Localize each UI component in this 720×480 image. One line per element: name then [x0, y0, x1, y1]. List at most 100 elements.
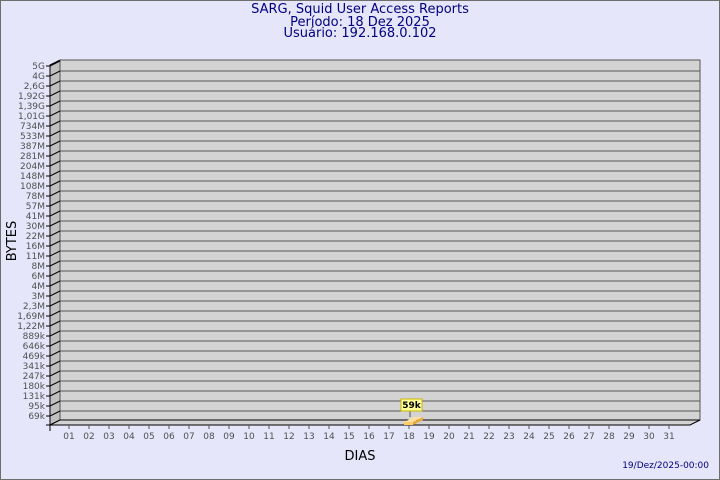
x-tick-label: 24 — [523, 432, 535, 442]
y-tick-label: 204M — [20, 162, 45, 172]
y-tick-diagonal — [49, 330, 61, 337]
x-tick-label: 13 — [303, 432, 314, 442]
y-tick-diagonal — [49, 370, 61, 377]
y-tick-label: 3M — [32, 292, 46, 302]
y-tick-diagonal — [49, 160, 61, 167]
y-tick-diagonal — [49, 70, 61, 77]
y-tick-label: 180k — [23, 382, 46, 392]
y-tick-diagonal — [49, 230, 61, 237]
generated-timestamp: 19/Dez/2025-00:00 — [622, 461, 709, 471]
y-tick-diagonal — [49, 300, 61, 307]
back-wall — [59, 59, 701, 421]
y-tick-label: 95k — [28, 402, 45, 412]
chart-title: SARG, Squid User Access Reports — [251, 2, 469, 17]
x-tick-label: 31 — [663, 432, 674, 442]
x-tick-label: 02 — [83, 432, 94, 442]
bar — [404, 422, 413, 425]
y-tick-label: 41M — [26, 212, 45, 222]
y-tick-label: 16M — [26, 242, 45, 252]
x-tick-label: 03 — [103, 432, 114, 442]
x-tick-label: 05 — [143, 432, 154, 442]
y-tick-diagonal — [49, 170, 61, 177]
y-tick-label: 4M — [32, 282, 46, 292]
x-tick-label: 23 — [503, 432, 514, 442]
x-tick-label: 26 — [563, 432, 575, 442]
y-tick-diagonal — [49, 290, 61, 297]
y-tick-label: 4G — [32, 72, 45, 82]
x-tick-label: 07 — [183, 432, 194, 442]
y-tick-label: 78M — [26, 192, 45, 202]
y-tick-diagonal — [49, 390, 61, 397]
x-tick-label: 27 — [583, 432, 594, 442]
y-tick-label: 1,22M — [17, 322, 45, 332]
y-tick-diagonal — [49, 190, 61, 197]
x-tick-label: 08 — [203, 432, 215, 442]
y-tick-diagonal — [49, 90, 61, 97]
x-tick-label: 11 — [263, 432, 274, 442]
y-tick-label: 30M — [26, 222, 45, 232]
x-tick-label: 12 — [283, 432, 294, 442]
y-tick-diagonal — [49, 240, 61, 247]
y-tick-label: 2,6G — [24, 82, 45, 92]
y-tick-diagonal — [49, 410, 61, 417]
bar-top — [404, 417, 423, 422]
y-tick-diagonal — [49, 340, 61, 347]
y-tick-diagonal — [49, 380, 61, 387]
y-tick-diagonal — [49, 150, 61, 157]
y-tick-label: 57M — [26, 202, 45, 212]
x-tick-label: 09 — [223, 432, 235, 442]
y-tick-label: 148M — [20, 172, 45, 182]
y-tick-diagonal — [49, 110, 61, 117]
y-tick-label: 5G — [32, 62, 45, 72]
x-tick-label: 04 — [123, 432, 135, 442]
y-tick-label: 2,3M — [23, 302, 45, 312]
y-tick-diagonal — [49, 80, 61, 87]
y-tick-diagonal — [49, 270, 61, 277]
data-label-box — [400, 398, 423, 412]
y-tick-label: 131k — [23, 392, 46, 402]
y-tick-diagonal — [49, 320, 61, 327]
y-tick-label: 889k — [23, 332, 46, 342]
y-tick-label: 1,69M — [17, 312, 45, 322]
y-tick-diagonal — [49, 180, 61, 187]
y-tick-label: 22M — [26, 232, 45, 242]
y-tick-diagonal — [49, 210, 61, 217]
x-tick-label: 14 — [323, 432, 335, 442]
x-tick-label: 06 — [163, 432, 175, 442]
y-tick-diagonal — [49, 220, 61, 227]
y-tick-label: 469k — [23, 352, 46, 362]
x-tick-label: 16 — [363, 432, 375, 442]
y-tick-diagonal — [49, 100, 61, 107]
y-tick-label: 1,92G — [18, 92, 45, 102]
y-tick-label: 247k — [23, 372, 46, 382]
y-tick-diagonal — [49, 400, 61, 407]
y-tick-diagonal — [49, 120, 61, 127]
y-tick-label: 387M — [20, 142, 45, 152]
y-tick-diagonal — [49, 140, 61, 147]
chart-user: Usuário: 192.168.0.102 — [283, 26, 437, 41]
y-tick-label: 646k — [23, 342, 46, 352]
y-tick-diagonal — [49, 260, 61, 267]
y-tick-diagonal — [49, 280, 61, 287]
x-tick-label: 15 — [343, 432, 354, 442]
y-tick-label: 734M — [20, 122, 45, 132]
y-tick-diagonal — [49, 360, 61, 367]
x-tick-label: 28 — [603, 432, 615, 442]
x-tick-label: 19 — [423, 432, 435, 442]
floor — [49, 419, 701, 426]
x-tick-label: 25 — [543, 432, 554, 442]
y-tick-label: 341k — [23, 362, 46, 372]
x-tick-label: 17 — [383, 432, 394, 442]
y-axis-label: BYTES — [5, 221, 20, 262]
bar-side — [413, 417, 423, 425]
y-tick-diagonal — [49, 310, 61, 317]
y-tick-diagonal — [49, 200, 61, 207]
y-tick-diagonal — [49, 130, 61, 137]
y-tick-label: 1,39G — [18, 102, 45, 112]
y-tick-diagonal — [49, 350, 61, 357]
y-tick-label: 69k — [28, 412, 45, 422]
y-tick-label: 281M — [20, 152, 45, 162]
x-tick-label: 21 — [463, 432, 474, 442]
data-label: 59k — [402, 401, 422, 411]
